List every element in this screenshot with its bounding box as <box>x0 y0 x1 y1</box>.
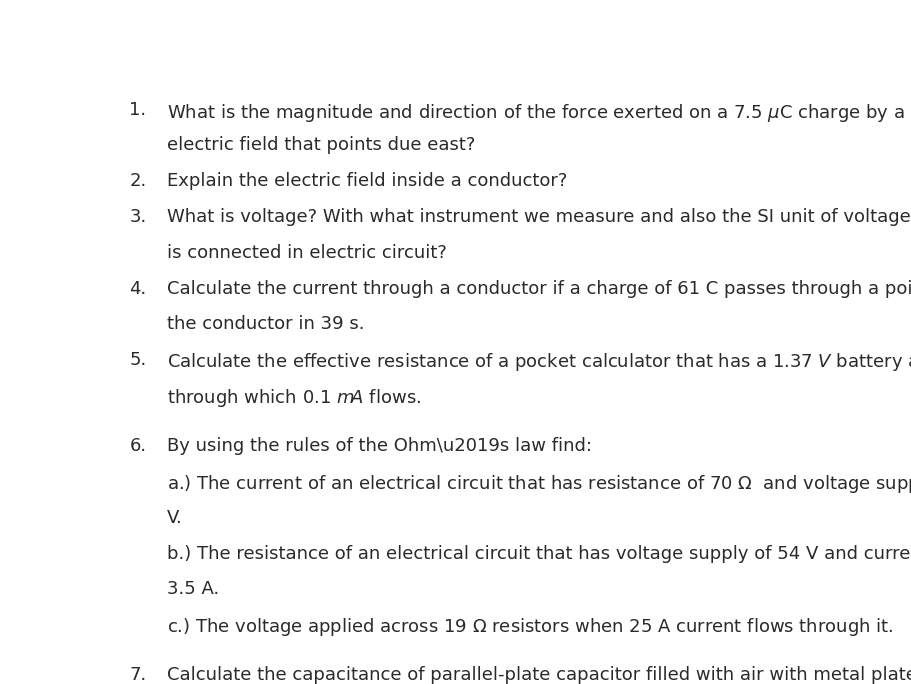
Text: 1.: 1. <box>129 101 147 118</box>
Text: 3.: 3. <box>129 208 147 226</box>
Text: c.) The voltage applied across 19 $\Omega$ resistors when 25 A current flows thr: c.) The voltage applied across 19 $\Omeg… <box>167 616 894 638</box>
Text: the conductor in 39 s.: the conductor in 39 s. <box>167 315 364 333</box>
Text: a.) The current of an electrical circuit that has resistance of 70 $\Omega$  and: a.) The current of an electrical circuit… <box>167 473 911 495</box>
Text: Calculate the current through a conductor if a charge of 61 C passes through a p: Calculate the current through a conducto… <box>167 280 911 298</box>
Text: Calculate the capacitance of parallel-plate capacitor filled with air with metal: Calculate the capacitance of parallel-pl… <box>167 666 911 684</box>
Text: b.) The resistance of an electrical circuit that has voltage supply of 54 V and : b.) The resistance of an electrical circ… <box>167 544 911 562</box>
Text: By using the rules of the Ohm\u2019s law find:: By using the rules of the Ohm\u2019s law… <box>167 437 592 455</box>
Text: 5.: 5. <box>129 351 147 369</box>
Text: Explain the electric field inside a conductor?: Explain the electric field inside a cond… <box>167 172 568 190</box>
Text: 2.: 2. <box>129 172 147 190</box>
Text: What is voltage? With what instrument we measure and also the SI unit of voltage: What is voltage? With what instrument we… <box>167 208 911 226</box>
Text: What is the magnitude and direction of the force exerted on a 7.5 $\mu$C charge : What is the magnitude and direction of t… <box>167 101 911 129</box>
Text: electric field that points due east?: electric field that points due east? <box>167 136 476 155</box>
Text: Calculate the effective resistance of a pocket calculator that has a 1.37 $V$ ba: Calculate the effective resistance of a … <box>167 351 911 373</box>
Text: 6.: 6. <box>129 437 147 455</box>
Text: V.: V. <box>167 509 182 527</box>
Text: 3.5 A.: 3.5 A. <box>167 580 219 598</box>
Text: 4.: 4. <box>129 280 147 298</box>
Text: is connected in electric circuit?: is connected in electric circuit? <box>167 244 446 262</box>
Text: through which 0.1 $\mathit{m}\!A$ flows.: through which 0.1 $\mathit{m}\!A$ flows. <box>167 387 421 409</box>
Text: 7.: 7. <box>129 666 147 684</box>
